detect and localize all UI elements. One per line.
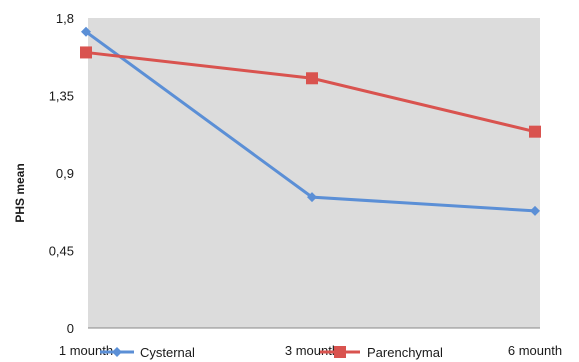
series-layer bbox=[80, 26, 541, 216]
y-tick-label: 0,9 bbox=[56, 166, 74, 181]
data-point bbox=[306, 72, 318, 85]
legend-marker bbox=[334, 346, 346, 358]
y-tick-label: 1,35 bbox=[49, 89, 74, 104]
y-tick-labels: 0 0,45 0,9 1,35 1,8 bbox=[49, 11, 74, 336]
y-tick-label: 1,8 bbox=[56, 11, 74, 26]
data-point bbox=[529, 125, 541, 138]
series-parenchymal bbox=[80, 46, 541, 138]
y-tick-label: 0 bbox=[67, 321, 74, 336]
data-point bbox=[307, 192, 317, 203]
data-point bbox=[80, 46, 92, 59]
series-cysternal bbox=[81, 26, 540, 216]
x-tick-label: 1 mounth bbox=[59, 343, 113, 358]
legend-label: Cysternal bbox=[140, 345, 195, 360]
data-point bbox=[530, 205, 540, 216]
legend-item: Parenchymal bbox=[320, 345, 443, 360]
y-tick-label: 0,45 bbox=[49, 244, 74, 259]
legend-marker bbox=[112, 347, 122, 357]
plot-area bbox=[88, 18, 540, 328]
x-tick-labels: 1 mounth 3 mounth 6 mounth bbox=[59, 343, 562, 358]
legend-label: Parenchymal bbox=[367, 345, 443, 360]
x-tick-label: 6 mounth bbox=[508, 343, 562, 358]
legend: Cysternal Parenchymal bbox=[100, 345, 443, 360]
legend-item: Cysternal bbox=[100, 345, 195, 360]
x-tick-label: 3 mounth bbox=[285, 343, 339, 358]
data-point bbox=[81, 26, 91, 37]
y-axis-title: PHS mean bbox=[13, 163, 27, 222]
